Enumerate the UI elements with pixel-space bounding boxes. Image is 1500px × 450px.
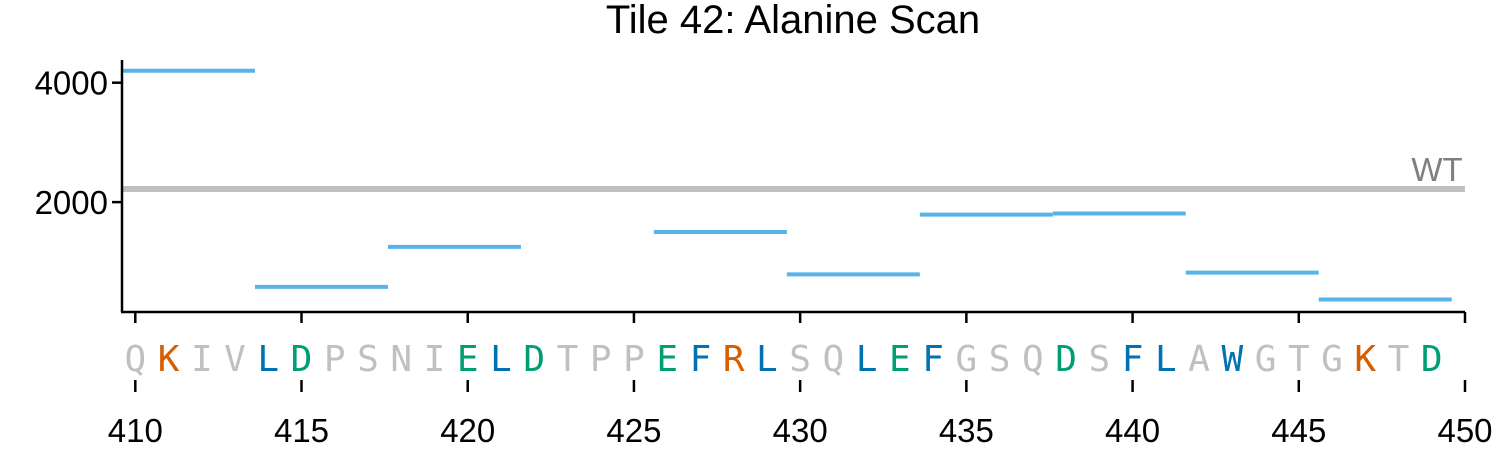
residue-446: G [1321,339,1343,380]
residue-445: T [1288,339,1310,380]
residue-442: A [1188,339,1210,380]
residue-413: V [224,339,246,380]
x-tick-label-430: 430 [773,412,828,449]
residue-424: P [590,339,612,380]
residue-447: K [1354,339,1376,380]
residue-439: S [1088,339,1110,380]
residue-448: T [1388,339,1410,380]
residue-427: F [690,339,712,380]
residue-432: L [856,339,878,380]
residue-437: Q [1022,339,1044,380]
residue-421: L [490,339,512,380]
residue-444: G [1255,339,1277,380]
wt-label: WT [1411,151,1462,188]
y-tick-label-4000: 4000 [35,65,108,102]
residue-418: N [390,339,412,380]
x-tick-label-435: 435 [939,412,994,449]
residue-422: D [523,339,545,380]
x-tick-label-410: 410 [108,412,163,449]
residue-420: E [457,339,479,380]
residue-434: F [922,339,944,380]
x-tick-label-445: 445 [1271,412,1326,449]
x-axis-ticks: 410 415 420 425 430 435 440 445 450 [108,312,1493,449]
residue-438: D [1055,339,1077,380]
residue-429: L [756,339,778,380]
residue-430: S [789,339,811,380]
x-tick-label-440: 440 [1105,412,1160,449]
residue-440: F [1122,339,1144,380]
residue-431: Q [823,339,845,380]
residue-435: G [956,339,978,380]
x-tick-label-450: 450 [1437,412,1492,449]
chart-title: Tile 42: Alanine Scan [606,0,980,42]
residue-416: P [324,339,346,380]
y-tick-label-2000: 2000 [35,184,108,221]
residue-412: I [191,339,213,380]
x-tick-label-415: 415 [274,412,329,449]
residue-414: L [257,339,279,380]
residue-443: W [1221,339,1243,380]
x-tick-label-420: 420 [440,412,495,449]
residue-415: D [291,339,313,380]
axes: 2000 4000 [35,60,1465,314]
residue-423: T [557,339,579,380]
residue-436: S [989,339,1011,380]
residue-419: I [424,339,446,380]
residue-410: Q [124,339,146,380]
residue-411: K [158,339,180,380]
residue-449: D [1421,339,1443,380]
residue-441: L [1155,339,1177,380]
residue-433: E [889,339,911,380]
plot-area: WT [122,68,1465,302]
residue-428: R [723,339,745,380]
residue-426: E [656,339,678,380]
residue-425: P [623,339,645,380]
x-tick-label-425: 425 [606,412,661,449]
residue-417: S [357,339,379,380]
